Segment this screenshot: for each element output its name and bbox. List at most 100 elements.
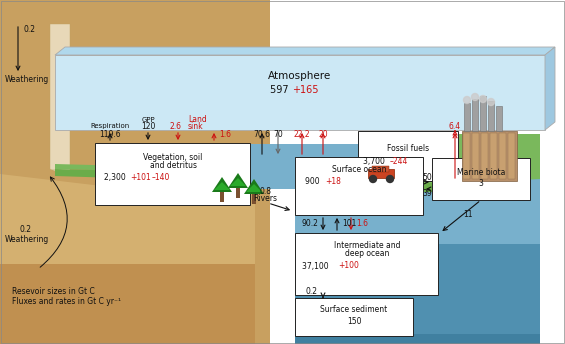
- Text: +101: +101: [130, 172, 151, 182]
- Text: Rivers: Rivers: [253, 194, 277, 203]
- Bar: [488, 101, 494, 131]
- Text: +165: +165: [292, 85, 319, 95]
- Text: Surface sediment: Surface sediment: [320, 305, 388, 314]
- Bar: [508, 133, 515, 179]
- Bar: [252, 194, 256, 204]
- Polygon shape: [244, 179, 264, 194]
- Text: GPP: GPP: [141, 117, 155, 123]
- Text: 11: 11: [463, 209, 473, 218]
- Text: 150: 150: [347, 318, 361, 326]
- Text: Surface ocean: Surface ocean: [332, 164, 386, 173]
- Text: 2.6: 2.6: [169, 121, 181, 130]
- Polygon shape: [295, 144, 540, 244]
- Polygon shape: [212, 177, 232, 192]
- Bar: [481, 133, 488, 179]
- Bar: [372, 166, 389, 172]
- Polygon shape: [545, 47, 555, 130]
- Text: 90.2: 90.2: [301, 218, 318, 227]
- Bar: [432, 158, 530, 200]
- Circle shape: [386, 175, 393, 183]
- Bar: [480, 96, 486, 131]
- Bar: [462, 131, 517, 181]
- Circle shape: [472, 94, 479, 100]
- Bar: [463, 133, 470, 179]
- Text: 1.6: 1.6: [356, 218, 368, 227]
- Text: Respiration: Respiration: [90, 123, 129, 129]
- Circle shape: [370, 175, 376, 183]
- Bar: [236, 188, 240, 198]
- Text: Fossil fuels: Fossil fuels: [387, 143, 429, 152]
- Polygon shape: [228, 173, 248, 188]
- Polygon shape: [230, 178, 246, 186]
- Polygon shape: [0, 264, 255, 344]
- Text: Weathering: Weathering: [5, 75, 49, 84]
- Bar: [472, 99, 478, 131]
- Polygon shape: [295, 182, 530, 192]
- Text: 597: 597: [270, 85, 292, 95]
- Text: Land: Land: [188, 115, 207, 123]
- Text: 120: 120: [141, 121, 155, 130]
- Text: 39: 39: [422, 189, 432, 197]
- Polygon shape: [50, 169, 80, 176]
- Bar: [464, 103, 470, 131]
- Text: sink: sink: [188, 121, 203, 130]
- Text: Fluxes and rates in Gt C yr⁻¹: Fluxes and rates in Gt C yr⁻¹: [12, 297, 121, 305]
- Text: 3,700: 3,700: [363, 157, 387, 165]
- Polygon shape: [55, 169, 240, 182]
- Text: 0.2: 0.2: [306, 287, 318, 295]
- Polygon shape: [55, 47, 555, 55]
- Polygon shape: [450, 134, 540, 184]
- Polygon shape: [240, 144, 295, 189]
- Text: Marine biota: Marine biota: [457, 168, 505, 176]
- Text: 70.6: 70.6: [254, 129, 271, 139]
- Text: Intermediate and: Intermediate and: [334, 240, 400, 249]
- Polygon shape: [295, 244, 540, 334]
- Bar: [496, 106, 502, 131]
- Bar: [472, 133, 479, 179]
- Text: 900: 900: [305, 176, 322, 185]
- Text: 101: 101: [342, 218, 357, 227]
- Polygon shape: [55, 164, 240, 174]
- Bar: [95, 143, 250, 205]
- Text: and detritus: and detritus: [150, 161, 197, 170]
- Text: 119.6: 119.6: [99, 129, 121, 139]
- Polygon shape: [50, 24, 70, 176]
- Text: 2,300: 2,300: [104, 172, 128, 182]
- Bar: [490, 133, 497, 179]
- Text: 70: 70: [273, 129, 283, 139]
- Polygon shape: [0, 0, 270, 344]
- Text: 0.2: 0.2: [20, 225, 32, 234]
- Text: Vegetation, soil: Vegetation, soil: [144, 152, 203, 161]
- Text: Weathering: Weathering: [5, 235, 49, 244]
- Text: 6.4: 6.4: [449, 121, 461, 130]
- Text: 0.2: 0.2: [24, 24, 36, 33]
- Text: +18: +18: [325, 176, 341, 185]
- Text: 0.8: 0.8: [259, 186, 271, 195]
- Polygon shape: [295, 169, 530, 184]
- Bar: [295, 157, 423, 215]
- Text: 50: 50: [422, 172, 432, 182]
- Text: –244: –244: [390, 157, 408, 165]
- Bar: [295, 233, 438, 295]
- Text: 20: 20: [318, 129, 328, 139]
- Bar: [295, 298, 413, 336]
- Polygon shape: [214, 182, 230, 190]
- Text: deep ocean: deep ocean: [345, 249, 389, 258]
- Text: Atmosphere: Atmosphere: [268, 71, 332, 81]
- Bar: [358, 131, 458, 181]
- Polygon shape: [246, 184, 262, 192]
- Polygon shape: [0, 174, 255, 344]
- Text: Resevoir sizes in Gt C: Resevoir sizes in Gt C: [12, 287, 95, 295]
- Bar: [368, 169, 394, 178]
- Text: 37,100: 37,100: [302, 261, 331, 270]
- Circle shape: [488, 98, 494, 106]
- Text: +100: +100: [338, 261, 359, 270]
- Polygon shape: [295, 334, 540, 344]
- Text: –140: –140: [152, 172, 171, 182]
- Polygon shape: [55, 55, 545, 130]
- Text: 1.6: 1.6: [219, 129, 231, 139]
- Text: 22.2: 22.2: [294, 129, 310, 139]
- Text: 3: 3: [479, 179, 484, 187]
- Circle shape: [463, 97, 471, 104]
- Bar: [220, 192, 224, 202]
